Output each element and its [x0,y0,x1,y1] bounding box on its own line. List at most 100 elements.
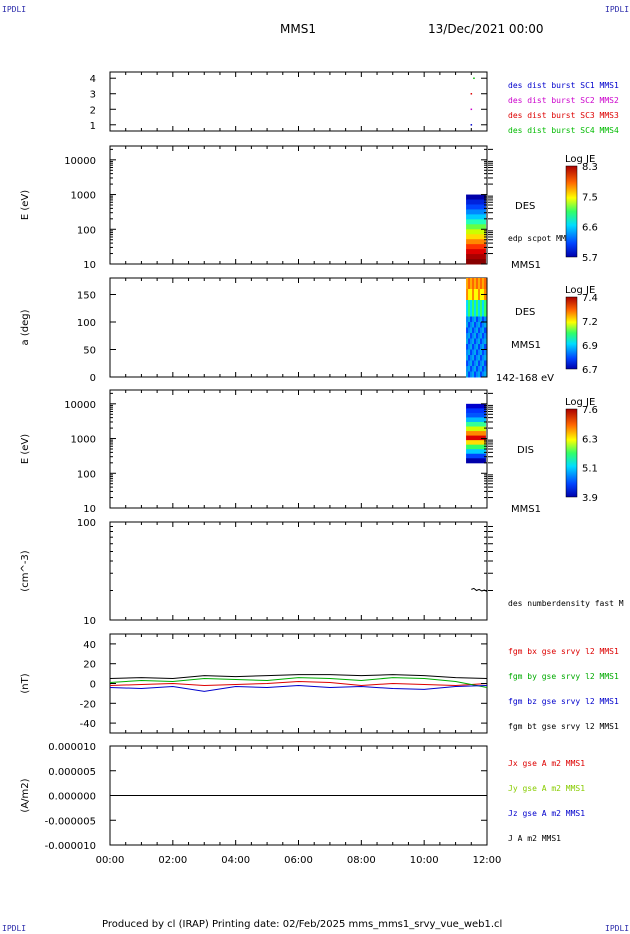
spectrogram-cell [474,338,477,345]
x-tick-label: 00:00 [96,855,125,866]
spectrogram-cell [481,278,485,284]
legend-entry: des dist burst SC3 MMS3 [508,111,619,120]
colorbar-tick-label: 6.7 [582,365,598,376]
y-tick-label: 10 [83,616,96,627]
legend-entry: fgm bz gse srvy l2 MMS1 [508,697,619,706]
panel-label: MMS1 [511,504,541,515]
spectrogram-cell [483,289,487,295]
spectrogram-cell [470,327,473,334]
spectrogram-cell [483,360,487,367]
spectrogram-cell [477,349,481,356]
spectrogram-cell [468,371,471,378]
legend-entry: fgm by gse srvy l2 MMS1 [508,672,619,681]
spectrogram-cell [476,349,479,356]
spectrogram-cell [481,349,485,356]
spectrogram-cell [476,283,479,290]
panel-label: DES [515,307,535,318]
spectrogram-band [466,431,486,437]
y-axis-title: E (eV) [20,434,31,464]
y-axis-title: (cm^-3) [20,550,31,591]
spectrogram-cell [472,305,475,312]
spectrogram-cell [479,278,483,284]
x-tick-label: 08:00 [347,855,376,866]
spectrogram-cell [474,311,477,317]
spectrogram-cell [479,283,483,290]
spectrogram-cell [468,322,471,328]
spectrogram-cell [476,316,479,323]
spectrogram-band [466,403,486,409]
spectrogram-cell [466,366,469,372]
spectrogram-band [466,224,486,230]
page-title: MMS1 [280,22,316,36]
spectrogram-band [466,219,486,225]
spectrogram-band [466,435,486,441]
corner-tag-tl: IPDLI [2,5,27,14]
spectrogram-cell [481,305,485,312]
spectrogram-cell [477,311,481,317]
spectrogram-cell [472,311,475,317]
legend-entry: fgm bx gse srvy l2 MMS1 [508,647,619,656]
y-tick-label: 3 [90,90,96,101]
spectrogram-band [466,449,486,455]
spectrogram-cell [468,344,471,350]
footer-credit: Produced by cl (IRAP) Printing date: 02/… [102,919,503,930]
spectrogram-cell [476,322,479,328]
spectrogram-cell [472,278,475,284]
spectrogram-cell [479,371,483,378]
spectrogram-cell [481,338,485,345]
legend-entry: J A m2 MMS1 [508,834,561,843]
spectrogram-cell [472,316,475,323]
y-tick-label: 0 [90,680,96,691]
spectrogram-cell [477,338,481,345]
y-axis-title: E (eV) [20,190,31,220]
spectrogram-cell [476,300,479,306]
panel-label: MMS1 [511,260,541,271]
sc-point [470,93,473,95]
panel-frame [109,389,488,509]
colorbar-tick-label: 7.5 [582,192,598,203]
spectrogram-cell [476,338,479,345]
spectrogram-band [466,194,486,201]
spectrogram-cell [477,289,481,295]
spectrogram-cell [468,349,471,356]
spectrogram-cell [466,278,469,284]
spectrogram-cell [483,300,487,306]
sc-point [473,77,475,80]
y-tick-label: 0 [90,373,96,384]
x-tick-label: 02:00 [158,855,187,866]
spectrogram-cell [483,344,487,350]
spectrogram-band [466,426,486,432]
spectrogram-cell [481,316,485,323]
spectrogram-cell [468,278,471,284]
spectrogram-cell [483,311,487,317]
spectrogram-cell [477,344,481,350]
spectrogram-cell [470,333,473,339]
spectrogram-band [466,453,486,459]
spectrogram-cell [483,305,487,312]
spectrogram-cell [472,371,475,378]
spectrogram-cell [472,327,475,334]
y-tick-label: 20 [83,660,96,671]
spectrogram-cell [477,366,481,372]
y-tick-label: 1 [90,121,96,132]
colorbar-tick-label: 3.9 [582,493,598,504]
spectrogram-band [466,239,486,245]
colorbar [565,165,578,258]
spectrogram-cell [474,333,477,339]
spectrogram-cell [477,316,481,323]
spectrogram-cell [474,327,477,334]
colorbar-tick-label: 8.3 [582,162,598,173]
spectrogram-cell [481,311,485,317]
spectrogram-band [466,259,486,265]
spectrogram-cell [483,283,487,290]
spectrogram-cell [472,300,475,306]
legend-entry: des numberdensity fast M [508,599,624,608]
panel-label: DIS [517,445,534,456]
spectrogram-cell [477,371,481,378]
spectrogram-cell [468,355,471,361]
spectrogram-cell [477,305,481,312]
spectrogram-cell [483,316,487,323]
spectrogram-cell [477,283,481,290]
spectrogram-cell [476,371,479,378]
